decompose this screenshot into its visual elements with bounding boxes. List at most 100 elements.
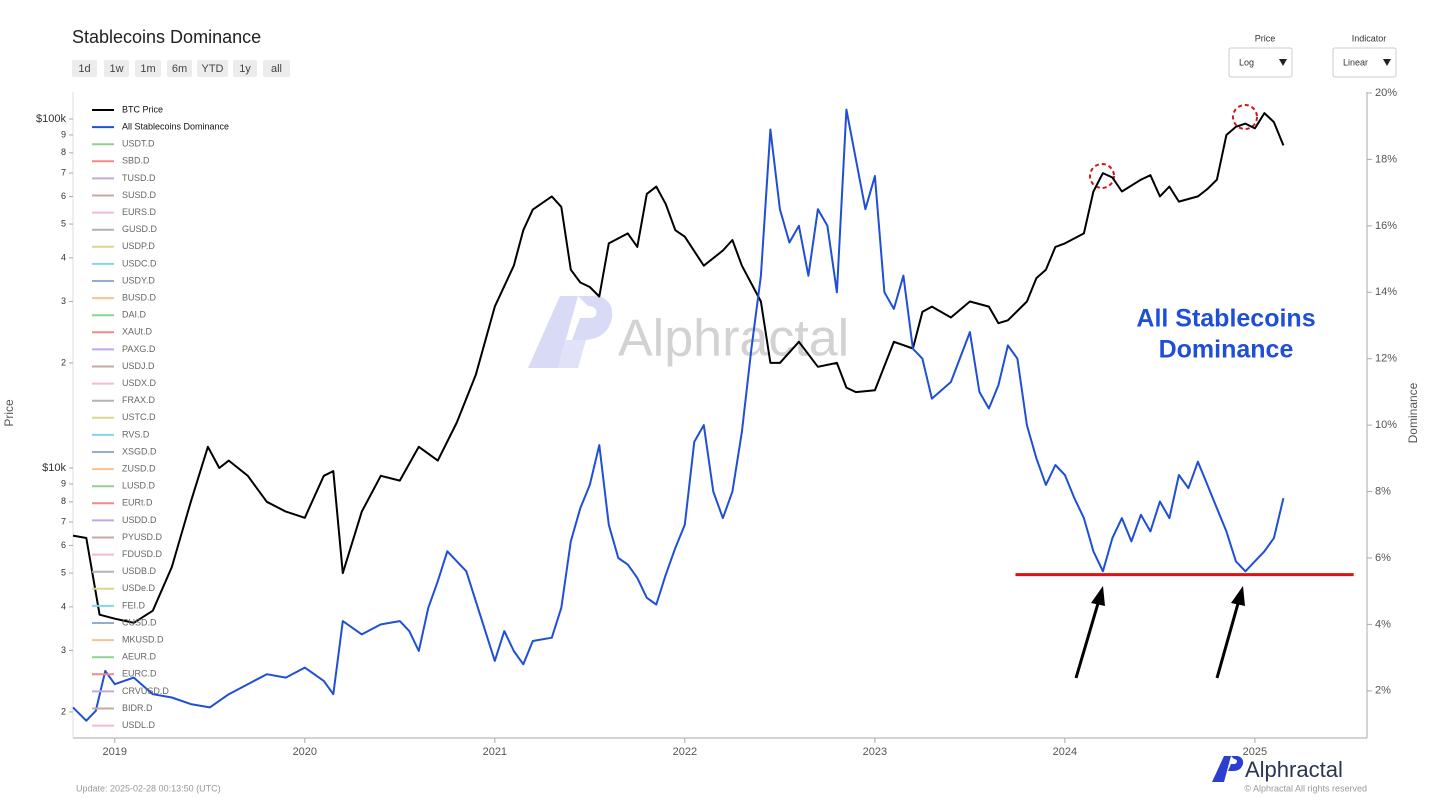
legend-label[interactable]: EURC.D (122, 669, 157, 679)
legend-label[interactable]: FRAX.D (122, 395, 156, 405)
legend-label[interactable]: All Stablecoins Dominance (122, 121, 229, 131)
highlight-circle (1089, 163, 1115, 189)
y-tick-label: 8 (61, 496, 66, 506)
y2-tick-label: 14% (1375, 286, 1397, 298)
legend-label[interactable]: RVS.D (122, 429, 150, 439)
legend-label[interactable]: GUSD.D (122, 224, 158, 234)
y-tick-label: 2 (61, 706, 66, 716)
x-tick-label: 2019 (103, 746, 127, 758)
legend-label[interactable]: EURS.D (122, 207, 157, 217)
legend-label[interactable]: USDL.D (122, 720, 156, 730)
highlight-circle (1232, 104, 1258, 130)
legend-label[interactable]: AEUR.D (122, 652, 157, 662)
legend-label[interactable]: ZUSD.D (122, 463, 156, 473)
select-value[interactable]: Linear (1343, 57, 1368, 67)
select-value[interactable]: Log (1239, 57, 1254, 67)
legend-label[interactable]: EURt.D (122, 498, 153, 508)
chart-title: Stablecoins Dominance (72, 27, 261, 47)
legend-label[interactable]: CRVUSD.D (122, 686, 169, 696)
y-tick-label: 5 (61, 218, 66, 228)
legend-label[interactable]: PAXG.D (122, 344, 156, 354)
brand-logo (1212, 756, 1244, 782)
legend-label[interactable]: USDe.D (122, 583, 156, 593)
legend-label[interactable]: PYUSD.D (122, 532, 163, 542)
range-button-label[interactable]: 1w (109, 63, 123, 75)
range-button[interactable] (263, 60, 290, 77)
range-button-label[interactable]: all (271, 63, 282, 75)
annotation: Dominance (1159, 336, 1294, 364)
legend-label[interactable]: FEI.D (122, 600, 146, 610)
legend-label[interactable]: USDT.D (122, 139, 155, 149)
y2-tick-label: 10% (1375, 419, 1397, 431)
range-button[interactable] (135, 60, 161, 77)
y2-tick-label: 6% (1375, 552, 1391, 564)
annotation: All Stablecoins (1136, 305, 1315, 333)
select-label: Indicator (1352, 33, 1387, 43)
range-button-label[interactable]: 1m (140, 63, 155, 75)
legend-label[interactable]: TUSD.D (122, 173, 156, 183)
legend-label[interactable]: BIDR.D (122, 703, 153, 713)
legend-label[interactable]: USDY.D (122, 275, 155, 285)
y-tick-label: 3 (61, 296, 66, 306)
legend-label[interactable]: MKUSD.D (122, 634, 164, 644)
legend-label[interactable]: USDB.D (122, 566, 157, 576)
range-button[interactable] (197, 60, 228, 77)
select-arrow[interactable] (1279, 59, 1287, 66)
y-axis-label: Price (2, 399, 16, 427)
legend-label[interactable]: BUSD.D (122, 292, 157, 302)
y2-tick-label: 8% (1375, 485, 1391, 497)
y-tick-label: 5 (61, 567, 66, 577)
legend-label[interactable]: SBD.D (122, 156, 150, 166)
range-button[interactable] (72, 60, 97, 77)
range-button[interactable] (104, 60, 129, 77)
range-button[interactable] (233, 60, 257, 77)
legend-label[interactable]: FDUSD.D (122, 549, 162, 559)
legend-label[interactable]: USDC.D (122, 258, 157, 268)
legend-label[interactable]: DAI.D (122, 310, 147, 320)
y-tick-label: 7 (61, 516, 66, 526)
range-button-label[interactable]: YTD (202, 63, 224, 75)
y-tick-label: 9 (61, 478, 66, 488)
series-line (72, 108, 1285, 722)
legend-label[interactable]: USDP.D (122, 241, 155, 251)
legend-label[interactable]: SUSD.D (122, 190, 157, 200)
x-tick-label: 2023 (863, 746, 887, 758)
select-arrow[interactable] (1383, 59, 1391, 66)
y-tick-label: $10k (42, 462, 66, 474)
legend-label[interactable]: LUSD.D (122, 481, 156, 491)
y-tick-label: 9 (61, 129, 66, 139)
legend-label[interactable]: BTC Price (122, 104, 163, 114)
legend-label[interactable]: XAUt.D (122, 327, 153, 337)
range-button-label[interactable]: 6m (172, 63, 187, 75)
legend-label[interactable]: USDX.D (122, 378, 157, 388)
x-tick-label: 2025 (1243, 746, 1267, 758)
range-button[interactable] (167, 60, 192, 77)
update-time: Update: 2025-02-28 00:13:50 (UTC) (76, 783, 221, 793)
legend-label[interactable]: XSGD.D (122, 446, 157, 456)
legend-label[interactable]: USTC.D (122, 412, 156, 422)
watermark-logo (528, 296, 613, 368)
legend-label[interactable]: USDD.D (122, 515, 157, 525)
y-tick-label: 8 (61, 147, 66, 157)
y-tick-label: 6 (61, 191, 66, 201)
legend-label[interactable]: CUSD.D (122, 617, 157, 627)
brand-name: Alphractal (1245, 757, 1343, 782)
range-button-label[interactable]: 1d (78, 63, 90, 75)
y-tick-label: $100k (36, 113, 66, 125)
y2-tick-label: 16% (1375, 220, 1397, 232)
x-tick-label: 2022 (673, 746, 697, 758)
select-label: Price (1255, 33, 1276, 43)
range-button-label[interactable]: 1y (239, 63, 251, 75)
legend-label[interactable]: USDJ.D (122, 361, 155, 371)
select-box[interactable] (1332, 47, 1397, 78)
arrows (1074, 586, 1245, 679)
y2-tick-label: 20% (1375, 87, 1397, 99)
y-tick-label: 6 (61, 540, 66, 550)
y-tick-label: 3 (61, 645, 66, 655)
y-tick-label: 4 (61, 601, 66, 611)
y2-tick-label: 18% (1375, 153, 1397, 165)
y-tick-label: 4 (61, 252, 66, 262)
select-box[interactable] (1228, 47, 1293, 78)
